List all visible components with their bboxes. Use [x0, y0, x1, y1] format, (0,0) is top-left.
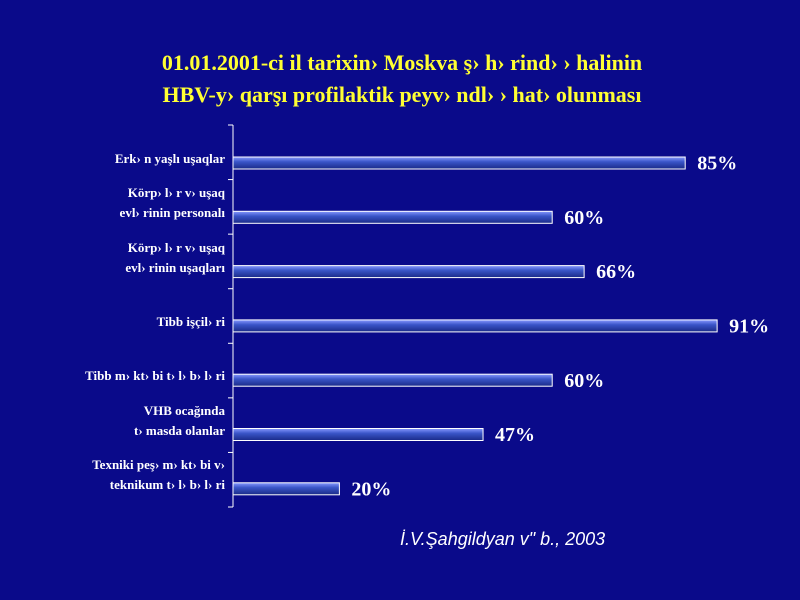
- value-label: 91%: [729, 315, 769, 337]
- category-label: Erk› n yaşlı uşaqlar: [114, 151, 225, 166]
- source: İ.V.Şahgildyan v" b., 2003: [400, 529, 605, 549]
- category-label: Körp› l› r v› uşaq evl› rinin uşaqları: [125, 239, 225, 275]
- value-label: 66%: [596, 261, 636, 283]
- chart-title: 01.01.2001-ci il tarixin› Moskva ş› h› r…: [162, 50, 642, 75]
- chart-title: HBV-y› qarşı profilaktik peyv› ndl› › ha…: [163, 82, 642, 107]
- bar: [232, 265, 585, 279]
- value-label: 85%: [697, 153, 737, 175]
- category-label-box: Tibb işçil› ri: [156, 313, 225, 329]
- category-label-box: VHB ocağında t› masda olanlar: [134, 402, 225, 438]
- value-label: 60%: [564, 207, 604, 229]
- bar: [232, 156, 686, 170]
- value-label: 20%: [351, 478, 391, 500]
- category-label-box: Erk› n yaşlı uşaqlar: [114, 151, 225, 166]
- bar: [232, 428, 484, 441]
- bar: [232, 482, 340, 496]
- category-label: Texniki peş› m› kt› bi v› teknikum t› l›…: [92, 456, 225, 492]
- category-label-box: Körp› l› r v› uşaq evl› rinin personalı: [119, 185, 225, 221]
- category-label: Tibb işçil› ri: [156, 313, 225, 329]
- category-label-box: Tibb m› kt› bi t› l› b› l› ri: [85, 368, 225, 384]
- bar: [232, 319, 718, 333]
- category-label-box: Körp› l› r v› uşaq evl› rinin uşaqları: [125, 239, 225, 275]
- bar: [232, 210, 553, 224]
- category-label: VHB ocağında t› masda olanlar: [134, 402, 225, 438]
- category-label: Körp› l› r v› uşaq evl› rinin personalı: [119, 185, 225, 221]
- value-label: 60%: [564, 370, 604, 392]
- value-label: 47%: [495, 424, 535, 446]
- bar: [232, 373, 553, 387]
- category-label: Tibb m› kt› bi t› l› b› l› ri: [85, 368, 225, 384]
- category-label-box: Texniki peş› m› kt› bi v› teknikum t› l›…: [92, 456, 225, 492]
